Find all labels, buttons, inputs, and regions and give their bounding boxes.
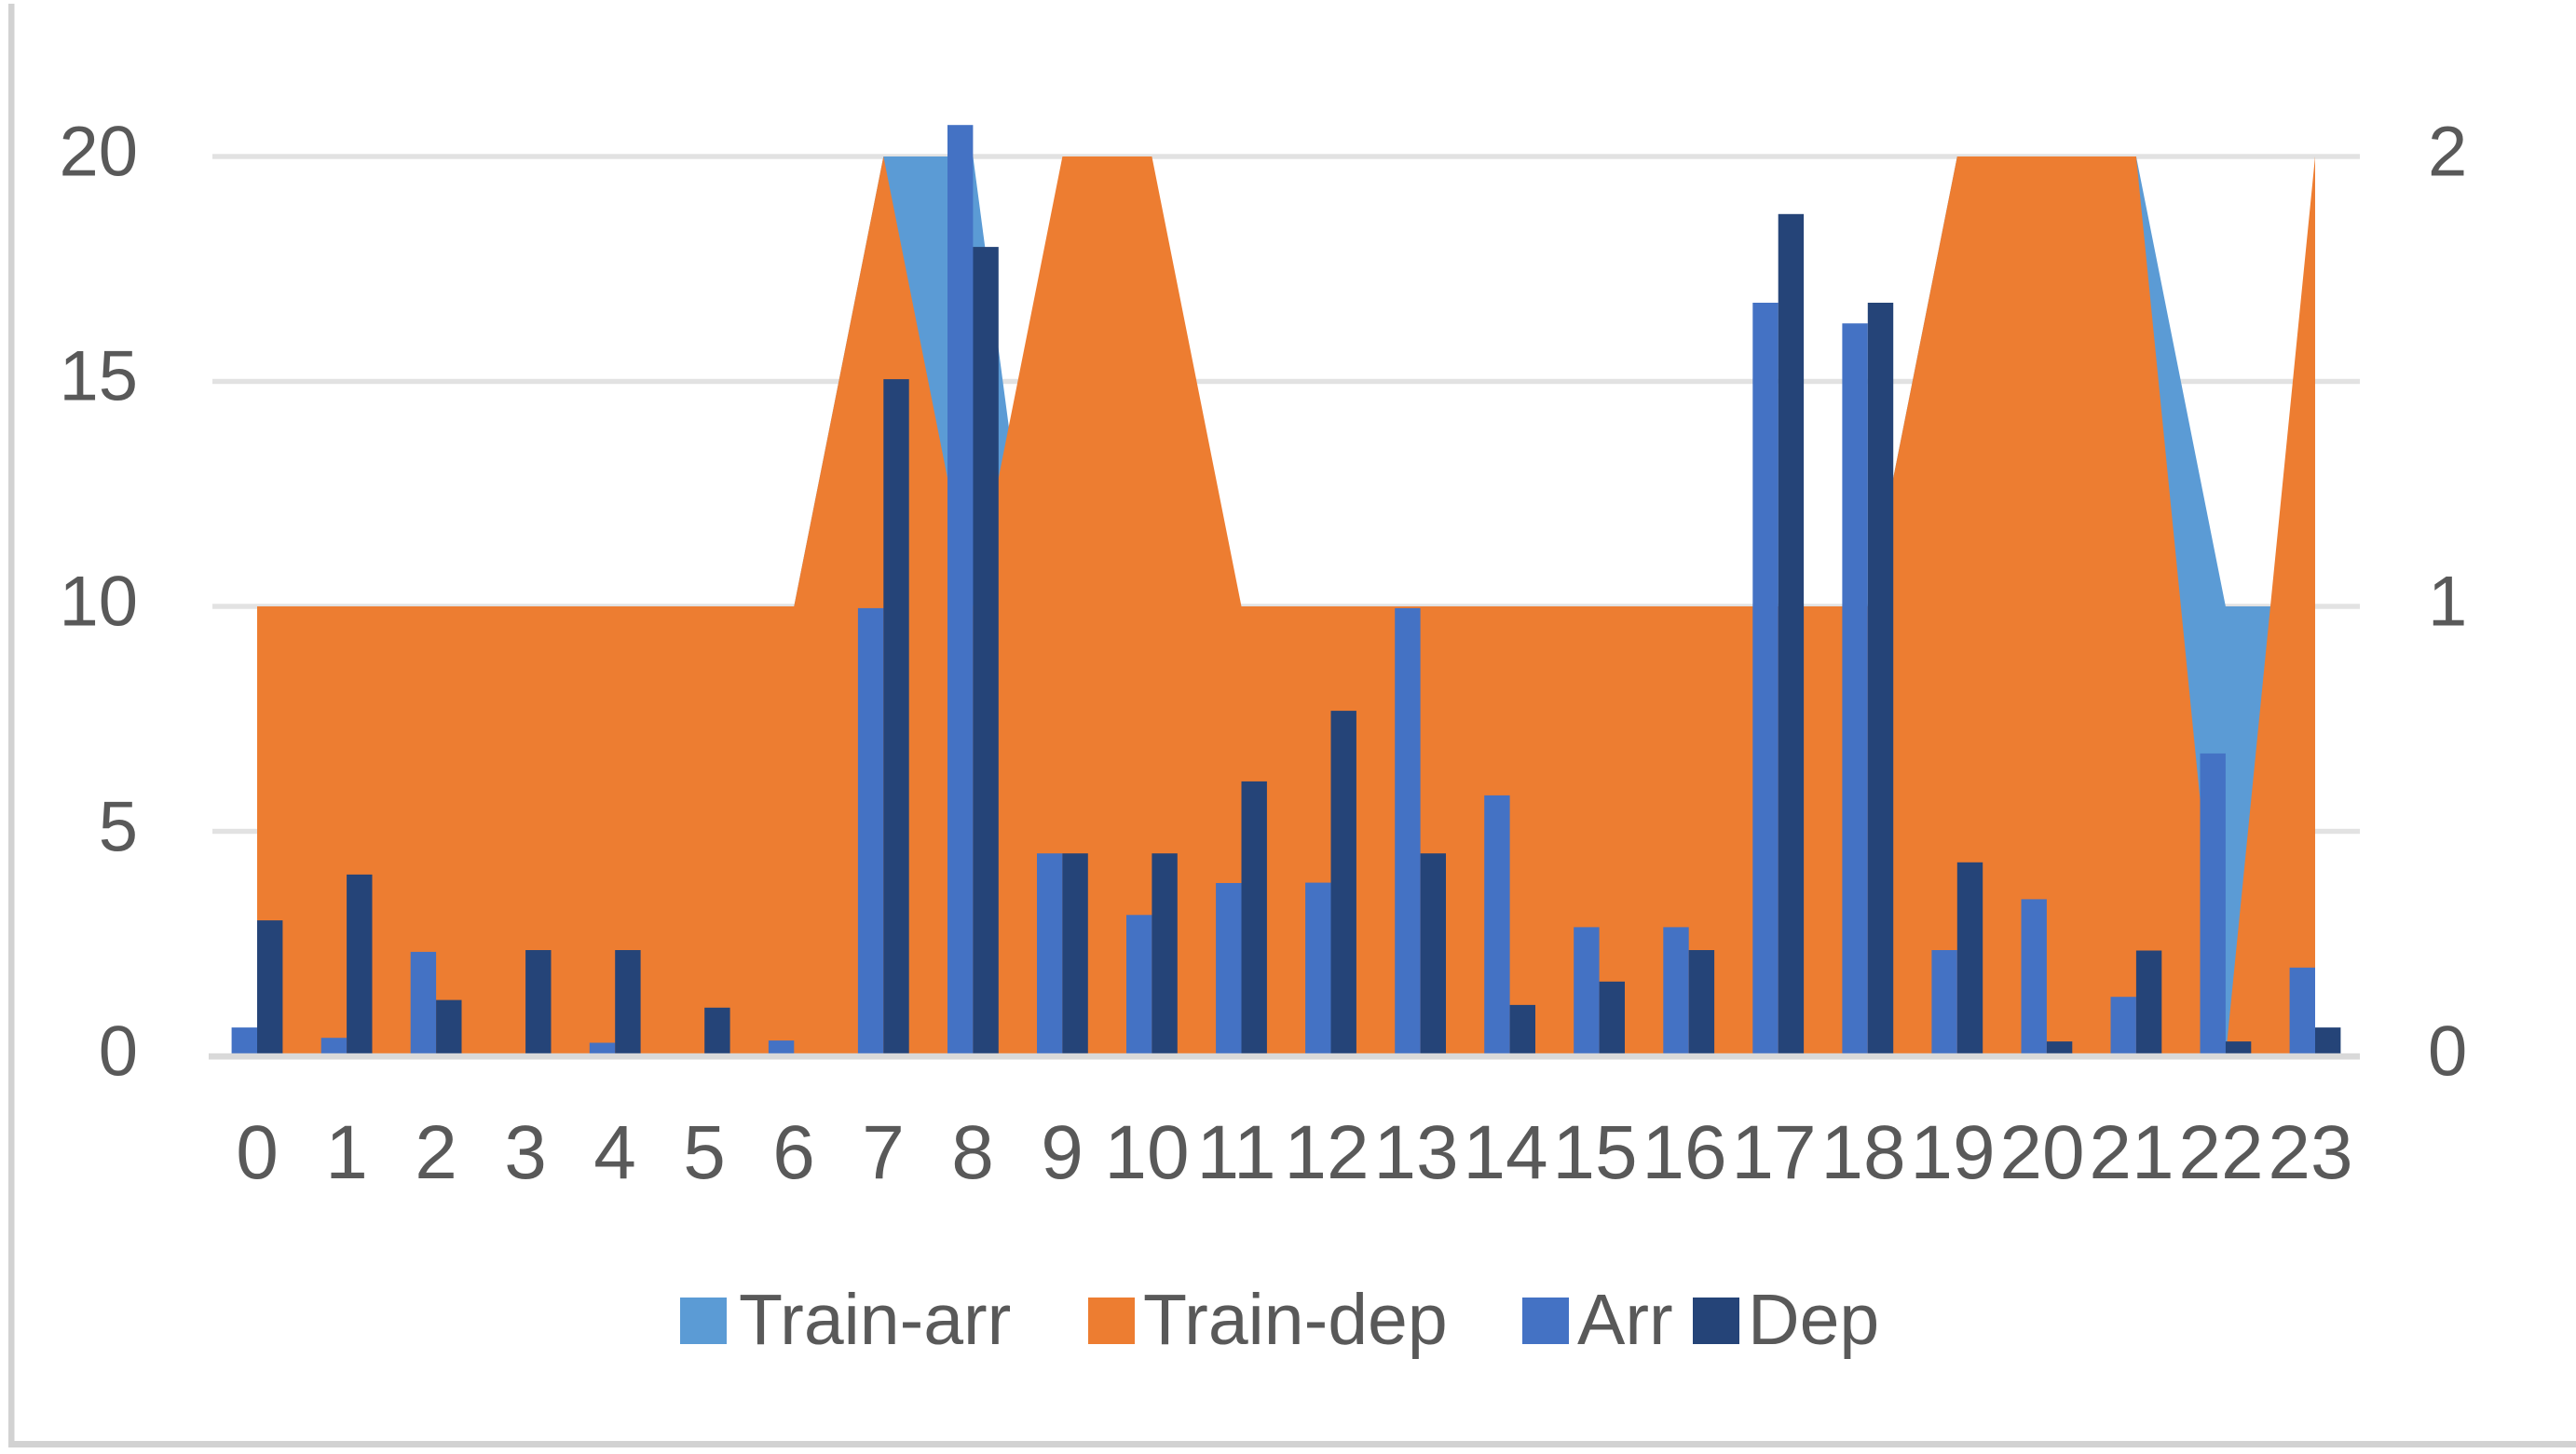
svg-text:0: 0 — [2428, 1012, 2467, 1092]
svg-text:1: 1 — [2428, 563, 2467, 642]
svg-text:Dep: Dep — [1748, 1280, 1879, 1360]
svg-text:1: 1 — [325, 1110, 368, 1195]
svg-text:17: 17 — [1731, 1110, 1816, 1195]
svg-text:7: 7 — [862, 1110, 905, 1195]
svg-text:10: 10 — [1104, 1110, 1189, 1195]
svg-text:5: 5 — [99, 788, 138, 867]
svg-text:2: 2 — [415, 1110, 457, 1195]
svg-text:15: 15 — [59, 337, 138, 416]
svg-text:15: 15 — [1552, 1110, 1637, 1195]
svg-text:18: 18 — [1820, 1110, 1905, 1195]
svg-text:0: 0 — [236, 1110, 279, 1195]
svg-text:12: 12 — [1284, 1110, 1369, 1195]
svg-text:6: 6 — [772, 1110, 815, 1195]
svg-text:0: 0 — [99, 1012, 138, 1092]
svg-text:11: 11 — [1196, 1110, 1275, 1195]
svg-text:13: 13 — [1373, 1110, 1458, 1195]
svg-text:22: 22 — [2178, 1110, 2263, 1195]
svg-text:Arr: Arr — [1577, 1280, 1673, 1360]
svg-text:14: 14 — [1463, 1110, 1547, 1195]
svg-text:5: 5 — [683, 1110, 726, 1195]
svg-text:Train-arr: Train-arr — [739, 1280, 1011, 1360]
svg-text:9: 9 — [1041, 1110, 1084, 1195]
svg-text:4: 4 — [593, 1110, 636, 1195]
svg-text:21: 21 — [2089, 1110, 2174, 1195]
svg-text:20: 20 — [1999, 1110, 2084, 1195]
svg-text:3: 3 — [504, 1110, 547, 1195]
svg-text:8: 8 — [951, 1110, 994, 1195]
svg-text:2: 2 — [2428, 113, 2467, 192]
svg-text:Train-dep: Train-dep — [1143, 1280, 1448, 1360]
svg-text:10: 10 — [59, 563, 138, 642]
svg-text:16: 16 — [1642, 1110, 1726, 1195]
svg-text:23: 23 — [2268, 1110, 2352, 1195]
svg-text:20: 20 — [59, 113, 138, 192]
svg-text:19: 19 — [1910, 1110, 1995, 1195]
